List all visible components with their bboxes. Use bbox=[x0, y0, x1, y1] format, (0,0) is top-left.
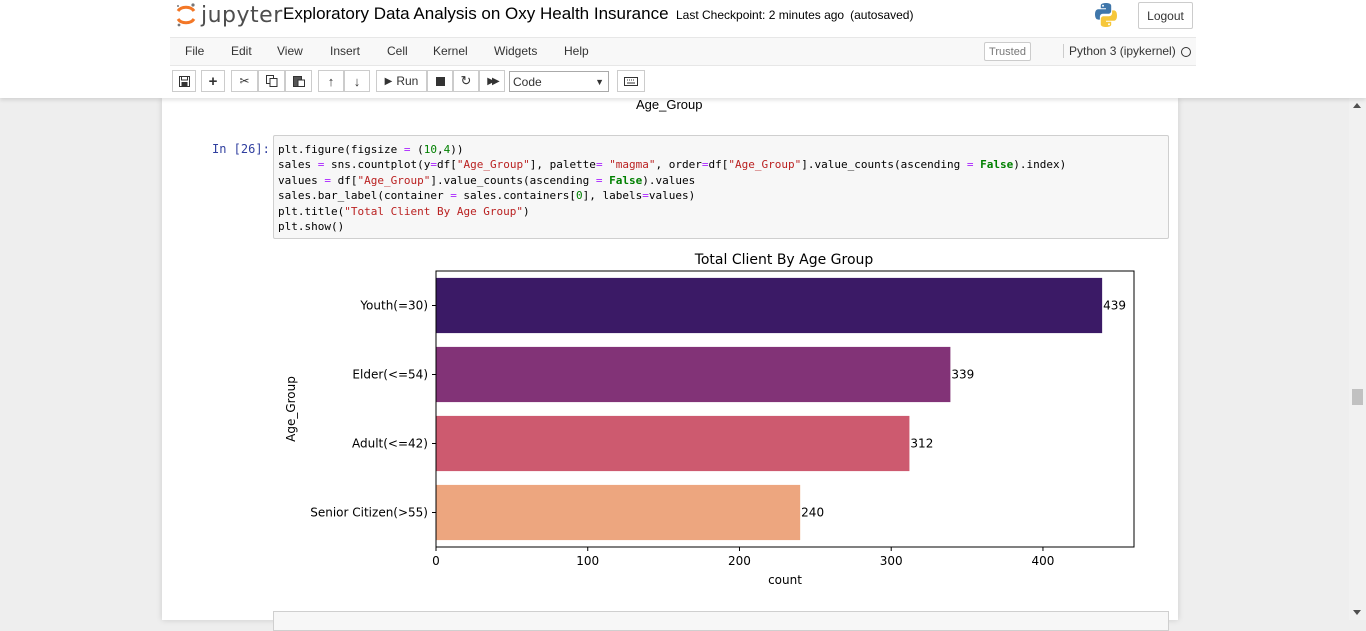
bar bbox=[436, 484, 801, 541]
autosaved-text: (autosaved) bbox=[850, 8, 914, 22]
y-tick-label: Senior Citizen(>55) bbox=[310, 506, 428, 520]
jupyter-logo-icon bbox=[176, 3, 196, 27]
bar-chart: Total Client By Age Group 439 339 312 240 Y… bbox=[284, 252, 1135, 587]
menu-edit[interactable]: Edit bbox=[231, 44, 252, 58]
x-tick-label: 0 bbox=[432, 554, 440, 568]
notebook-header: jupyter Exploratory Data Analysis on Oxy… bbox=[0, 0, 1366, 98]
y-tick-label: Adult(<=42) bbox=[352, 437, 428, 451]
cut-icon: ✂ bbox=[239, 74, 250, 88]
plot-frame bbox=[435, 270, 1135, 548]
cut-button[interactable]: ✂ bbox=[231, 70, 258, 92]
code-line: values = df["Age_Group"].value_counts(as… bbox=[278, 173, 696, 187]
fast-forward-icon: ▶▶ bbox=[487, 75, 500, 87]
menu-kernel[interactable]: Kernel bbox=[433, 44, 468, 58]
notebook-toolbar: + ✂ ↑ ↓ ▶ Run ↻ ▶▶ Code ▼ bbox=[170, 68, 1196, 96]
menu-help[interactable]: Help bbox=[564, 44, 589, 58]
insert-cell-button[interactable]: + bbox=[201, 70, 225, 92]
jupyter-logo[interactable]: jupyter bbox=[175, 2, 283, 28]
kernel-idle-icon bbox=[1181, 47, 1191, 57]
jupyter-logo-text: jupyter bbox=[201, 2, 283, 28]
bar-data-label: 439 bbox=[1103, 299, 1126, 313]
bar-data-label: 312 bbox=[910, 437, 933, 451]
keyboard-icon bbox=[624, 76, 638, 86]
code-editor[interactable]: plt.figure(figsize = (10,4)) sales = sns.… bbox=[273, 135, 1169, 239]
python-logo-icon bbox=[1095, 3, 1117, 27]
x-tick-label: 200 bbox=[728, 554, 751, 568]
y-tick-label: Elder(<=54) bbox=[352, 368, 428, 382]
next-cell[interactable] bbox=[273, 611, 1169, 631]
menu-view[interactable]: View bbox=[277, 44, 303, 58]
play-icon: ▶ bbox=[384, 75, 393, 87]
menu-file[interactable]: File bbox=[185, 44, 205, 58]
menu-bar: File Edit View Insert Cell Kernel Widget… bbox=[170, 37, 1196, 66]
bar bbox=[436, 277, 1103, 334]
code-line: plt.figure(figsize = (10,4)) bbox=[278, 143, 464, 156]
paste-icon bbox=[292, 76, 305, 87]
notebook-container: Age_Group In [26]: plt.figure(figsize = … bbox=[162, 97, 1178, 631]
chevron-down-icon: ▼ bbox=[595, 76, 604, 87]
input-prompt: In [26]: bbox=[212, 142, 270, 156]
stop-icon bbox=[435, 76, 445, 86]
page-scrollbar[interactable] bbox=[1349, 98, 1366, 620]
save-button[interactable] bbox=[172, 70, 196, 92]
checkpoint-status: Last Checkpoint: 2 minutes ago (autosaved… bbox=[676, 8, 913, 22]
logout-button[interactable]: Logout bbox=[1138, 2, 1193, 29]
copy-button[interactable] bbox=[258, 70, 285, 92]
arrow-down-icon: ↓ bbox=[353, 73, 361, 89]
bar-data-label: 240 bbox=[801, 506, 824, 520]
code-line: plt.show() bbox=[278, 220, 345, 234]
restart-button[interactable]: ↻ bbox=[453, 70, 479, 92]
menu-cell[interactable]: Cell bbox=[387, 44, 408, 58]
checkpoint-text: Last Checkpoint: 2 minutes ago bbox=[676, 8, 845, 22]
x-tick-label: 300 bbox=[880, 554, 903, 568]
y-axis-label: Age_Group bbox=[284, 376, 298, 442]
scroll-down-icon[interactable] bbox=[1353, 610, 1361, 615]
plus-icon: + bbox=[208, 72, 218, 90]
command-palette-button[interactable] bbox=[617, 70, 645, 92]
cell-output: Total Client By Age Group 439 339 312 240 Y… bbox=[273, 243, 1169, 593]
interrupt-button[interactable] bbox=[427, 70, 453, 92]
cell-type-value: Code bbox=[513, 74, 542, 89]
x-axis-label: count bbox=[768, 573, 802, 587]
y-tick-label: Youth(=30) bbox=[359, 299, 428, 313]
save-icon bbox=[178, 75, 190, 87]
menu-insert[interactable]: Insert bbox=[330, 44, 361, 58]
scroll-up-icon[interactable] bbox=[1353, 103, 1361, 108]
bar bbox=[436, 346, 951, 403]
code-line: sales = sns.countplot(y=df["Age_Group"],… bbox=[278, 158, 1067, 172]
restart-run-all-button[interactable]: ▶▶ bbox=[479, 70, 505, 92]
kernel-name: Python 3 (ipykernel) bbox=[1063, 44, 1176, 58]
code-line: plt.title("Total Client By Age Group") bbox=[278, 204, 530, 218]
menu-widgets[interactable]: Widgets bbox=[494, 44, 538, 58]
run-button[interactable]: ▶ Run bbox=[376, 70, 427, 92]
bar bbox=[436, 415, 910, 472]
notebook-title[interactable]: Exploratory Data Analysis on Oxy Health … bbox=[283, 4, 669, 23]
previous-cell-output: Age_Group bbox=[636, 97, 703, 112]
arrow-up-icon: ↑ bbox=[327, 73, 335, 89]
paste-button[interactable] bbox=[285, 70, 312, 92]
move-down-button[interactable]: ↓ bbox=[344, 70, 370, 92]
chart-title: Total Client By Age Group bbox=[694, 252, 874, 268]
run-label: Run bbox=[396, 74, 419, 88]
code-line: sales.bar_label(container = sales.contai… bbox=[278, 189, 696, 203]
restart-icon: ↻ bbox=[460, 73, 472, 88]
bar-data-label: 339 bbox=[951, 368, 974, 382]
move-up-button[interactable]: ↑ bbox=[318, 70, 344, 92]
x-tick-label: 100 bbox=[576, 554, 599, 568]
copy-icon bbox=[265, 75, 277, 87]
x-tick-label: 400 bbox=[1032, 554, 1055, 568]
trusted-indicator[interactable]: Trusted bbox=[984, 42, 1031, 61]
cell-type-select[interactable]: Code ▼ bbox=[509, 71, 609, 92]
scrollbar-thumb[interactable] bbox=[1352, 389, 1363, 405]
